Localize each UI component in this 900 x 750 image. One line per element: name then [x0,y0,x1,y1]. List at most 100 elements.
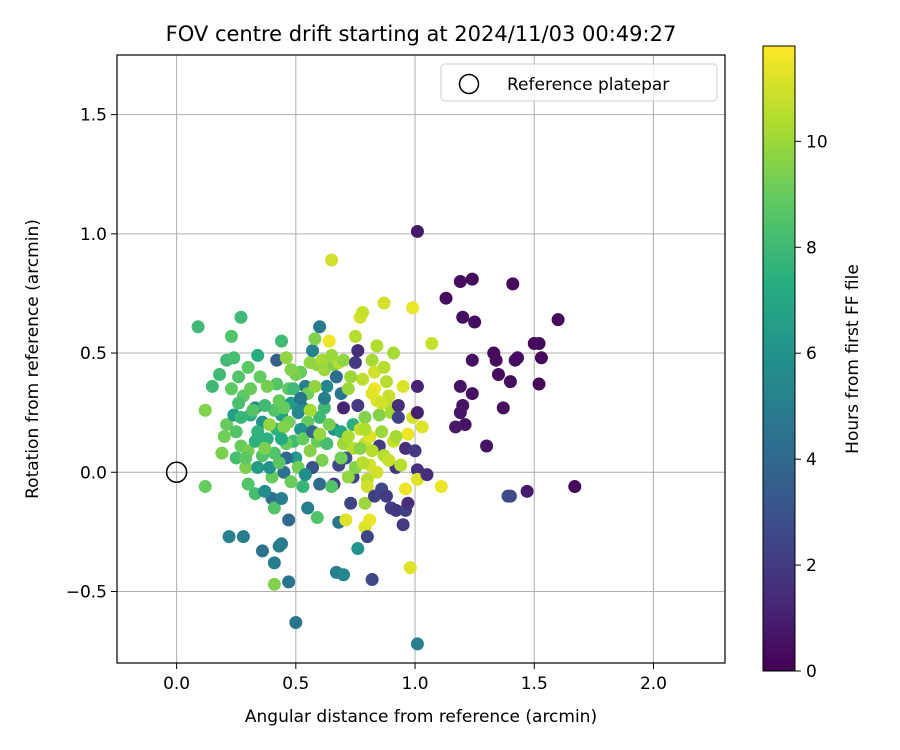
data-point [322,334,336,348]
x-tick-label: 0.0 [163,674,190,694]
data-point [282,575,296,589]
data-point [434,480,448,494]
data-point [449,420,463,434]
colorbar-tick-label: 6 [806,344,817,364]
data-point [410,224,424,238]
data-point [286,382,300,396]
data-point [375,425,389,439]
data-point [232,370,246,384]
data-point [439,291,453,305]
data-point [310,511,324,525]
data-point [370,465,384,479]
data-point [239,451,253,465]
x-tick-label: 1.0 [402,674,429,694]
data-point [339,513,353,527]
data-point [389,429,403,443]
data-point [365,573,379,587]
colorbar-tick-label: 8 [806,238,817,258]
data-point [294,391,308,405]
data-point [377,360,391,374]
data-point [453,379,467,393]
data-point [351,398,365,412]
data-point [255,544,269,558]
data-point [568,480,582,494]
data-point [253,370,267,384]
data-point [344,496,358,510]
data-point [232,396,246,410]
data-point [267,501,281,515]
y-axis-ticks: −0.5 0.0 0.5 1.0 1.5 [66,106,117,602]
data-point [551,313,565,327]
data-point [317,401,331,415]
data-point [496,401,510,415]
data-point [308,379,322,393]
data-point [313,477,327,491]
data-point [358,410,372,424]
data-point [501,489,515,503]
data-point [415,420,429,434]
data-point [403,561,417,575]
data-point [337,353,351,367]
data-point [198,403,212,417]
data-point [244,382,258,396]
data-point [275,334,289,348]
data-point [406,301,420,315]
data-point [224,382,238,396]
data-point [284,363,298,377]
data-point [198,480,212,494]
data-point [260,379,274,393]
data-point [229,425,243,439]
reference-platepar-marker [165,461,188,484]
data-point [341,429,355,443]
data-point [351,542,365,556]
data-point [351,344,365,358]
data-point [389,503,403,517]
chart-title: FOV centre drift starting at 2024/11/03 … [166,22,677,46]
data-point [282,513,296,527]
data-point [465,353,479,367]
data-point [251,425,265,439]
data-point [246,403,260,417]
legend: Reference platepar [440,63,718,102]
data-point [348,356,362,370]
colorbar: 0 2 4 6 8 10 Hours from first FF file [762,45,863,682]
data-point [368,489,382,503]
data-point [465,387,479,401]
legend-label: Reference platepar [507,75,669,95]
x-tick-label: 2.0 [640,674,667,694]
data-point [317,391,331,405]
data-point [322,418,336,432]
data-point [275,491,289,505]
data-point [511,351,525,365]
data-point [267,577,281,591]
data-point [303,444,317,458]
data-point [365,353,379,367]
data-point [370,339,384,353]
data-point [313,427,327,441]
data-point [534,351,548,365]
data-point [356,372,370,386]
data-point [491,367,505,381]
data-point [229,451,243,465]
data-point [291,406,305,420]
data-point [456,310,470,324]
data-point [372,408,386,422]
data-point [387,346,401,360]
data-point [325,348,339,362]
plot-frame [116,54,726,664]
data-point [396,518,410,532]
data-point [277,401,291,415]
data-point [267,556,281,570]
data-point [532,377,546,391]
data-point [410,379,424,393]
colorbar-tick-label: 0 [806,662,817,682]
data-point [298,468,312,482]
data-point [272,539,286,553]
data-point [506,277,520,291]
data-point [227,351,241,365]
data-point [401,496,415,510]
data-point [425,337,439,351]
data-point [220,418,234,432]
data-point [341,470,355,484]
data-point [396,379,410,393]
